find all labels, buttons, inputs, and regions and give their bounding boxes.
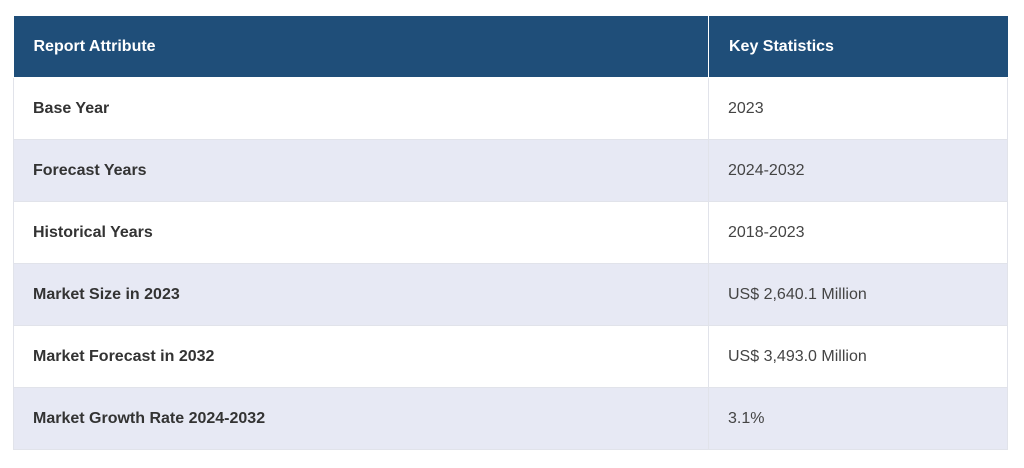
table-header: Report Attribute Key Statistics bbox=[13, 16, 1008, 78]
row-value: 2023 bbox=[708, 77, 1008, 140]
table-row: Forecast Years 2024-2032 bbox=[13, 139, 1008, 202]
table-row: Market Forecast in 2032 US$ 3,493.0 Mill… bbox=[13, 325, 1008, 388]
row-attribute: Market Size in 2023 bbox=[13, 263, 709, 326]
report-statistics-table-container: Report Attribute Key Statistics Base Yea… bbox=[13, 16, 1008, 450]
row-attribute: Base Year bbox=[13, 77, 709, 140]
table-body: Base Year 2023 Forecast Years 2024-2032 … bbox=[13, 77, 1008, 450]
row-value: US$ 3,493.0 Million bbox=[708, 325, 1008, 388]
header-report-attribute: Report Attribute bbox=[13, 16, 709, 78]
table-row: Market Size in 2023 US$ 2,640.1 Million bbox=[13, 263, 1008, 326]
row-value: US$ 2,640.1 Million bbox=[708, 263, 1008, 326]
table-row: Market Growth Rate 2024-2032 3.1% bbox=[13, 387, 1008, 450]
report-statistics-table: Report Attribute Key Statistics Base Yea… bbox=[13, 16, 1008, 450]
row-value: 3.1% bbox=[708, 387, 1008, 450]
header-key-statistics: Key Statistics bbox=[708, 16, 1008, 78]
header-row: Report Attribute Key Statistics bbox=[13, 16, 1008, 78]
row-value: 2018-2023 bbox=[708, 201, 1008, 264]
table-row: Historical Years 2018-2023 bbox=[13, 201, 1008, 264]
row-attribute: Market Growth Rate 2024-2032 bbox=[13, 387, 709, 450]
row-value: 2024-2032 bbox=[708, 139, 1008, 202]
row-attribute: Historical Years bbox=[13, 201, 709, 264]
row-attribute: Market Forecast in 2032 bbox=[13, 325, 709, 388]
row-attribute: Forecast Years bbox=[13, 139, 709, 202]
table-row: Base Year 2023 bbox=[13, 77, 1008, 140]
